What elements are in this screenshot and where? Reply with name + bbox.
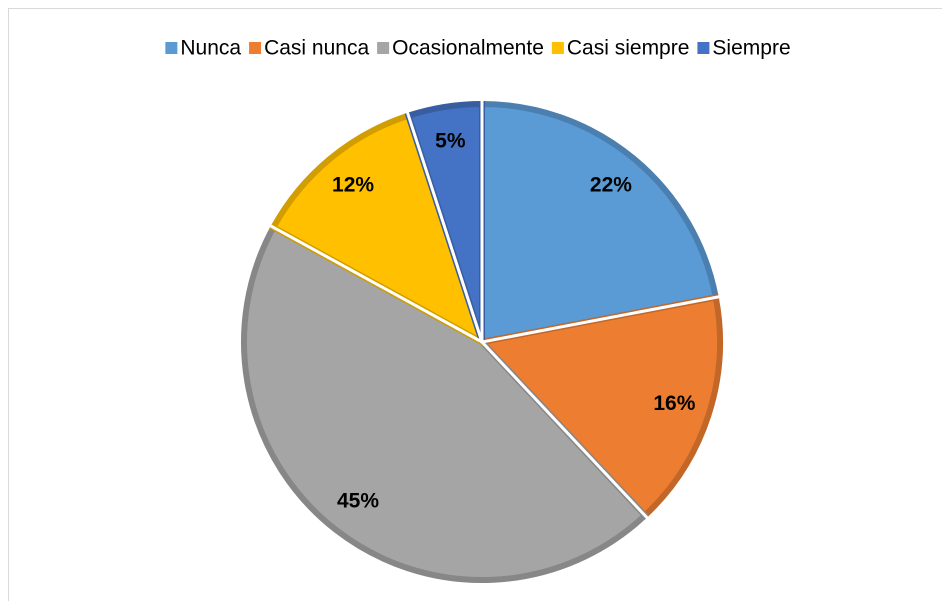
slice-separator xyxy=(269,224,483,344)
legend-swatch xyxy=(165,42,178,54)
slice-separator xyxy=(405,111,484,343)
slice-label: 22% xyxy=(590,174,632,197)
slice-label: 12% xyxy=(332,174,374,197)
slice-label: 5% xyxy=(435,130,466,153)
slice-separator xyxy=(481,295,720,344)
pie-slice xyxy=(479,100,720,346)
legend-text: Casi siempre xyxy=(567,37,690,60)
legend-text: Ocasionalmente xyxy=(392,37,544,60)
legend-swatch xyxy=(249,42,262,54)
legend-text: Nunca xyxy=(180,37,241,60)
legend-swatch xyxy=(377,42,390,54)
pie-slice xyxy=(476,293,723,520)
legend-swatch xyxy=(697,42,710,54)
legend-text: Siempre xyxy=(712,37,790,60)
slice-label: 16% xyxy=(653,392,695,415)
pie-slice xyxy=(269,111,488,349)
legend-swatch xyxy=(551,42,564,54)
slice-label: 45% xyxy=(337,489,379,512)
chart-frame xyxy=(8,8,942,601)
slice-separator xyxy=(480,340,649,520)
legend-text: Casi nunca xyxy=(264,37,369,60)
pie-slice xyxy=(241,223,650,583)
